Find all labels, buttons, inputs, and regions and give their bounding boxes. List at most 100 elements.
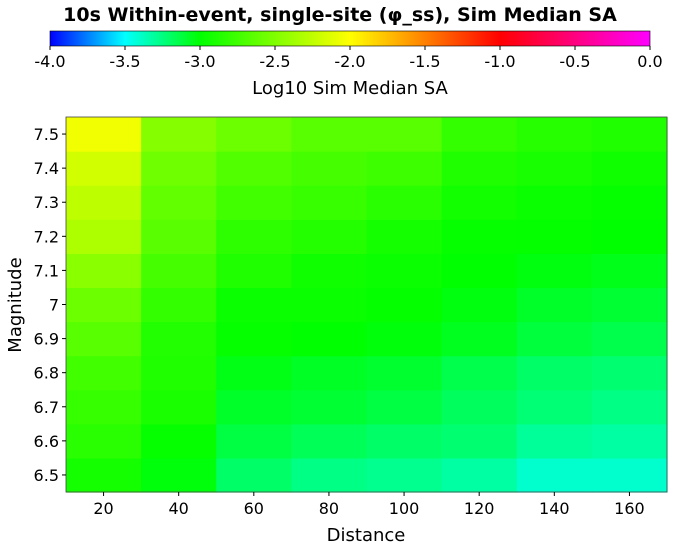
heatmap-cell — [66, 389, 142, 425]
heatmap-cell — [216, 389, 292, 425]
heatmap-cell — [366, 185, 443, 220]
colorbar-tick-label: 0.0 — [637, 52, 662, 71]
heatmap-cell — [441, 219, 518, 254]
y-tick-label: 7.5 — [34, 125, 59, 144]
heatmap-cell — [291, 117, 368, 152]
heatmap-cell — [441, 457, 518, 493]
x-tick-label: 140 — [539, 499, 570, 518]
y-tick-label: 7.3 — [34, 193, 59, 212]
heatmap-cell — [291, 389, 368, 425]
heatmap-cell — [66, 457, 142, 493]
heatmap-cell — [516, 151, 593, 186]
colorbar-ticks: -4.0 -3.5 -3.0 -2.5 -2.0 -1.5 -1.0 -0.5 0.0 — [34, 46, 663, 71]
heatmap-cell — [66, 151, 142, 186]
y-tick-label: 7 — [49, 296, 59, 315]
heatmap-cell — [516, 185, 593, 220]
heatmap-cell — [516, 321, 593, 357]
heatmap-cell — [291, 219, 368, 254]
x-tick-label: 160 — [614, 499, 645, 518]
heatmap-cell — [291, 185, 368, 220]
y-axis-label: Magnitude — [5, 257, 26, 352]
y-tick-label: 7.4 — [34, 159, 59, 178]
heatmap-cell — [141, 287, 217, 323]
x-axis-label: Distance — [327, 525, 406, 546]
colorbar-label: Log10 Sim Median SA — [252, 78, 448, 99]
heatmap-cell — [216, 253, 292, 289]
heatmap-cell — [591, 219, 668, 254]
heatmap-cell — [441, 253, 518, 289]
heatmap-cell — [66, 287, 142, 323]
heatmap-cell — [216, 185, 292, 220]
heatmap-cell — [516, 219, 593, 254]
heatmap-cell — [66, 185, 142, 220]
heatmap-cell — [516, 355, 593, 391]
y-tick-label: 6.5 — [34, 466, 59, 485]
heatmap-cell — [591, 457, 668, 493]
heatmap-cell — [216, 287, 292, 323]
heatmap-cell — [66, 321, 142, 357]
heatmap-cell — [441, 117, 518, 152]
heatmap-cell — [291, 253, 368, 289]
heatmap-cell — [516, 457, 593, 493]
heatmap-cell — [441, 355, 518, 391]
heatmap-cell — [216, 321, 292, 357]
heatmap-cell — [141, 321, 217, 357]
heatmap-cell — [141, 355, 217, 391]
heatmap-cell — [591, 321, 668, 357]
heatmap-cell — [591, 151, 668, 186]
colorbar-tick-label: -1.0 — [484, 52, 515, 71]
y-tick-label: 6.6 — [34, 432, 59, 451]
heatmap-cell — [516, 253, 593, 289]
heatmap-cell — [141, 457, 217, 493]
y-tick-label: 6.8 — [34, 364, 59, 383]
x-axis-ticks: 20 40 60 80 100 120 140 160 — [93, 492, 645, 518]
heatmap-cell — [366, 151, 443, 186]
colorbar-tick-label: -1.5 — [409, 52, 440, 71]
colorbar-tick-label: -4.0 — [34, 52, 65, 71]
heatmap-cell — [291, 355, 368, 391]
heatmap-cell — [141, 253, 217, 289]
heatmap-cell — [291, 423, 368, 459]
heatmap-cell — [66, 423, 142, 459]
heatmap-cell — [591, 185, 668, 220]
heatmap-cell — [591, 355, 668, 391]
heatmap-cell — [441, 287, 518, 323]
heatmap-cell — [141, 151, 217, 186]
heatmap-cell — [366, 389, 443, 425]
heatmap-cell — [141, 219, 217, 254]
heatmap-cell — [216, 151, 292, 186]
colorbar-tick-label: -2.0 — [334, 52, 365, 71]
heatmap-cell — [66, 219, 142, 254]
heatmap-cells — [66, 117, 668, 493]
heatmap-cell — [366, 117, 443, 152]
heatmap-cell — [366, 321, 443, 357]
heatmap-cell — [441, 389, 518, 425]
heatmap-cell — [516, 287, 593, 323]
heatmap-cell — [291, 151, 368, 186]
heatmap-cell — [141, 423, 217, 459]
x-tick-label: 100 — [389, 499, 420, 518]
heatmap-cell — [141, 389, 217, 425]
y-tick-label: 6.9 — [34, 330, 59, 349]
heatmap-cell — [366, 287, 443, 323]
heatmap-cell — [441, 423, 518, 459]
heatmap-cell — [591, 117, 668, 152]
heatmap-cell — [591, 287, 668, 323]
colorbar-tick-label: -0.5 — [559, 52, 590, 71]
heatmap-cell — [441, 151, 518, 186]
heatmap-cell — [291, 321, 368, 357]
heatmap-cell — [441, 321, 518, 357]
colorbar — [49, 30, 651, 47]
heatmap-cell — [516, 389, 593, 425]
heatmap-cell — [591, 389, 668, 425]
y-tick-label: 6.7 — [34, 398, 59, 417]
heatmap-cell — [366, 355, 443, 391]
heatmap-cell — [216, 219, 292, 254]
heatmap-cell — [66, 355, 142, 391]
heatmap-cell — [591, 423, 668, 459]
heatmap-cell — [66, 117, 142, 152]
heatmap-cell — [516, 423, 593, 459]
heatmap-cell — [216, 355, 292, 391]
heatmap-cell — [366, 457, 443, 493]
